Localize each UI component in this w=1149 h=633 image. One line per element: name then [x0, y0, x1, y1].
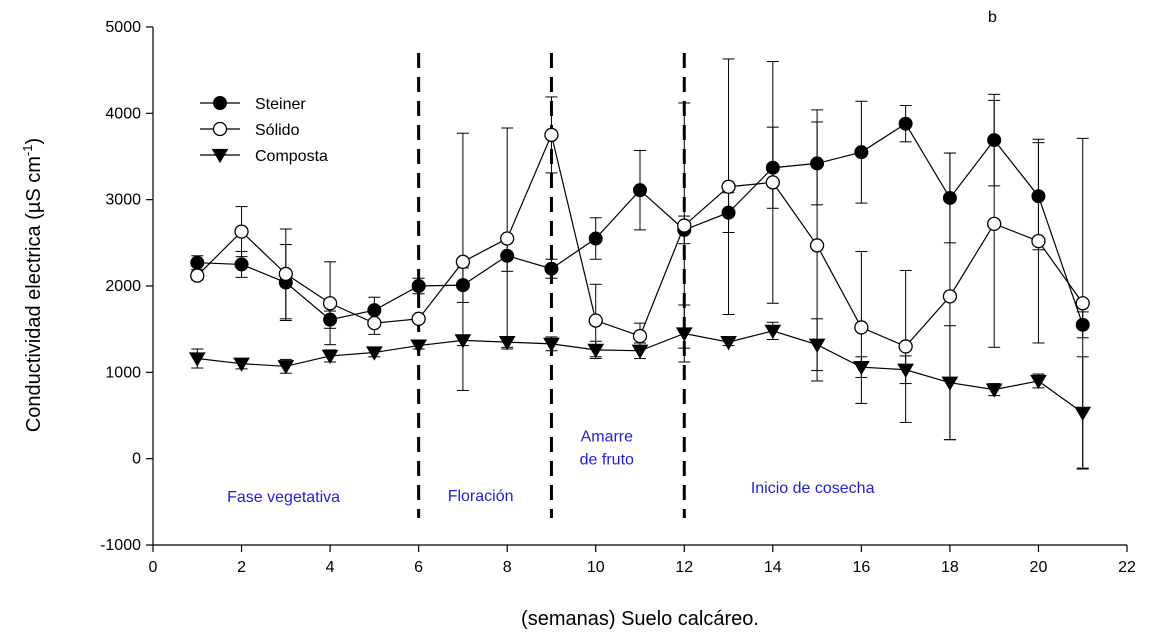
x-tick-label: 22: [1118, 559, 1136, 576]
data-point: [322, 296, 338, 311]
data-point: [675, 327, 693, 342]
data-point: [190, 268, 205, 283]
series-layer: [188, 58, 1092, 470]
data-point: [498, 335, 516, 351]
data-point: [234, 257, 249, 272]
legend-label: Composta: [255, 148, 328, 165]
data-point: [809, 238, 825, 253]
data-point: [587, 343, 605, 358]
y-tick-label: -1000: [100, 537, 141, 554]
data-point: [808, 338, 826, 353]
series-steiner: [190, 93, 1090, 339]
data-point: [543, 337, 560, 352]
data-point: [544, 127, 559, 143]
phase-label: Floración: [448, 488, 514, 505]
data-point: [278, 266, 293, 282]
y-tick-label: 3000: [105, 192, 141, 209]
panel-label: b: [988, 9, 997, 26]
y-tick-label: 4000: [105, 105, 141, 122]
x-tick-label: 8: [503, 559, 512, 576]
legend-label: Steiner: [255, 96, 306, 113]
x-tick-label: 12: [675, 559, 693, 576]
legend: Steiner Sólido Composta: [200, 96, 328, 165]
data-point: [500, 231, 515, 246]
legend-item: Composta: [200, 148, 328, 165]
data-point: [367, 315, 382, 331]
data-point: [1074, 406, 1092, 422]
data-point: [985, 383, 1003, 398]
data-point: [633, 183, 647, 198]
data-point: [588, 231, 603, 246]
y-tick-label: 0: [132, 451, 141, 468]
data-point: [987, 216, 1002, 231]
legend-item: Steiner: [200, 96, 306, 113]
x-tick-label: 10: [587, 559, 605, 576]
legend-label: Sólido: [255, 122, 300, 139]
y-tick-label: 5000: [105, 19, 141, 36]
y-tick-label: 1000: [105, 364, 141, 381]
y-axis-title-close: ): [23, 138, 45, 145]
data-point: [677, 218, 692, 233]
data-point: [765, 175, 780, 190]
x-tick-label: 4: [326, 559, 335, 576]
x-tick-label: 16: [852, 559, 870, 576]
y-axis-title-main: Conductividad electrica (µS cm: [23, 156, 45, 432]
legend-item: Sólido: [200, 121, 300, 139]
data-point: [411, 279, 426, 293]
data-point: [277, 360, 295, 375]
data-point: [898, 339, 913, 354]
data-point: [410, 339, 428, 354]
legend-marker: [212, 121, 228, 137]
phase-label: Inicio de cosecha: [751, 480, 875, 497]
data-point: [941, 376, 959, 391]
data-point: [632, 328, 648, 344]
data-point: [365, 346, 383, 361]
x-axis-title: (semanas) Suelo calcáreo.: [521, 608, 759, 630]
y-axis-title: Conductividad electrica (µS cm-1): [20, 138, 45, 432]
data-point: [411, 311, 426, 326]
x-tick-label: 2: [237, 559, 246, 576]
y-axis-title-superscript: -1: [20, 145, 35, 157]
data-point: [321, 349, 339, 365]
data-point: [854, 145, 869, 160]
phase-labels: Fase vegetativa Floración Amarre de fruto In…: [227, 428, 874, 505]
phase-label: Amarre: [581, 428, 634, 445]
data-point: [1075, 296, 1090, 311]
data-point: [188, 352, 206, 367]
data-point: [854, 320, 869, 335]
data-point: [1031, 233, 1046, 249]
data-point: [631, 344, 649, 359]
x-tick-label: 0: [149, 559, 158, 576]
data-point: [1030, 374, 1047, 390]
x-tick-label: 20: [1030, 559, 1048, 576]
data-point: [942, 289, 958, 304]
x-tick-label: 14: [764, 559, 782, 576]
data-point: [588, 313, 603, 328]
data-point: [454, 334, 472, 349]
series-sólido: [190, 58, 1090, 469]
data-point: [852, 361, 870, 376]
data-point: [764, 324, 782, 340]
series-composta: [188, 304, 1092, 470]
data-point: [898, 116, 913, 131]
data-point: [455, 254, 471, 269]
data-point: [233, 357, 250, 372]
data-point: [720, 335, 737, 351]
data-point: [721, 179, 736, 194]
x-tick-label: 18: [941, 559, 959, 576]
axes: -1000 0 1000 2000 3000 4000 5000 0 2 4 6 8 10 12 14 16 1…: [100, 19, 1136, 576]
phase-label: Fase vegetativa: [227, 489, 340, 506]
x-tick-label: 6: [414, 559, 423, 576]
legend-marker: [213, 96, 227, 110]
legend-marker: [211, 148, 229, 164]
phase-label: de fruto: [580, 451, 634, 468]
data-point: [190, 255, 205, 270]
data-point: [544, 261, 559, 276]
data-point: [897, 363, 915, 378]
y-tick-label: 2000: [105, 278, 141, 295]
data-point: [234, 224, 249, 239]
